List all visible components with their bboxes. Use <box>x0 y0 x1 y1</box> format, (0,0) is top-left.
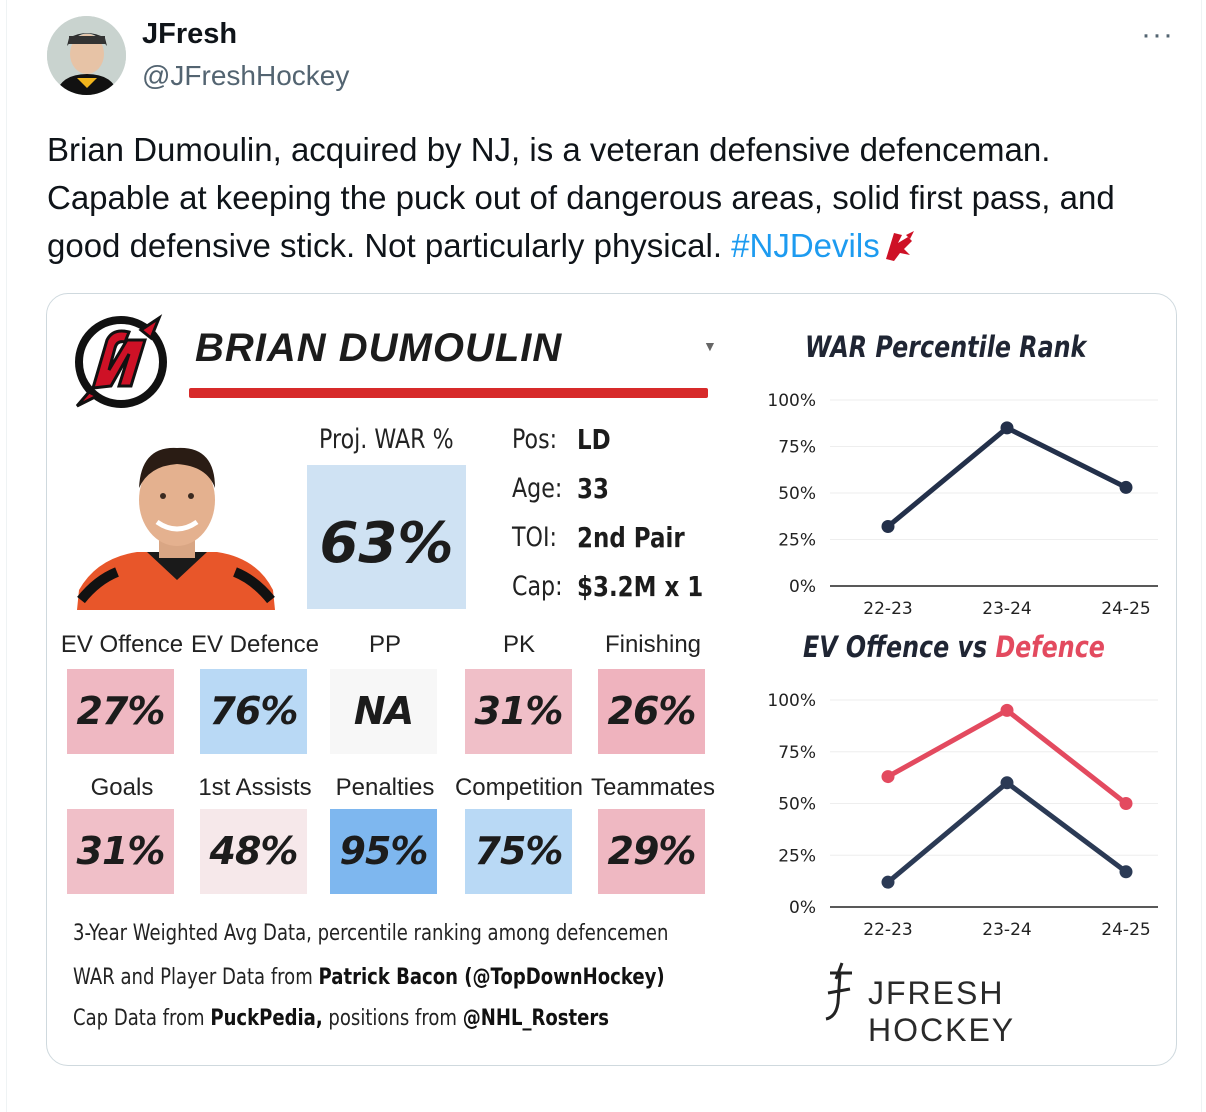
stat-box: 26% <box>598 669 705 754</box>
stat-box: 76% <box>200 669 307 754</box>
cap-value: $3.2M x 1 <box>577 570 704 603</box>
stat-box: 31% <box>465 669 572 754</box>
data-point <box>1000 776 1014 790</box>
x-tick-label: 24-25 <box>1101 599 1150 619</box>
toi-value: 2nd Pair <box>577 521 685 554</box>
series-line-0 <box>885 425 1129 529</box>
y-tick-label: 0% <box>789 577 816 597</box>
stat-box: 31% <box>67 809 174 894</box>
display-name[interactable]: JFresh <box>142 18 238 50</box>
series-line-0 <box>885 707 1129 806</box>
stat-label-penalties: Penalties <box>335 774 435 801</box>
jfresh-hockey-brand: JFRESH HOCKEY <box>820 959 1160 1048</box>
stat-label-ev-defence: EV Defence <box>190 631 320 658</box>
stat-value: NA <box>353 689 414 733</box>
stat-value: 95% <box>339 829 429 873</box>
stat-label-1st-assists: 1st Assists <box>198 774 312 801</box>
proj-war-label: Proj. WAR % <box>319 424 454 455</box>
data-point <box>1119 865 1133 879</box>
ev-offence-defence-chart: 0% 25% 50% 75% 100% 22-23 23-24 24-25 <box>767 691 1158 940</box>
tweet-text-line: good defensive stick. Not particularly p… <box>47 227 732 264</box>
stat-value: 26% <box>607 689 697 733</box>
y-tick-label: 0% <box>789 898 816 918</box>
player-photo <box>77 447 275 610</box>
stat-value: 27% <box>76 689 166 733</box>
avatar[interactable] <box>47 16 126 95</box>
x-tick-label: 24-25 <box>1101 920 1150 940</box>
x-tick-label: 23-24 <box>982 920 1031 940</box>
stat-box: NA <box>330 669 437 754</box>
pos-label: Pos: <box>512 424 558 455</box>
y-tick-label: 75% <box>778 743 816 763</box>
data-point <box>881 770 895 784</box>
chart-title-war: WAR Percentile Rank <box>805 330 1087 364</box>
y-tick-label: 50% <box>778 795 816 815</box>
war-percentile-chart: 0% 25% 50% 75% 100% 22-23 23-24 24-25 <box>767 391 1158 619</box>
cap-label: Cap: <box>512 571 563 602</box>
stat-box: 75% <box>465 809 572 894</box>
tweet-text-line: Capable at keeping the puck out of dange… <box>47 179 1115 216</box>
jfresh-logo-icon <box>825 962 852 1021</box>
stat-label-teammates: Teammates <box>590 774 716 801</box>
more-options-icon[interactable]: ··· <box>1141 18 1174 51</box>
data-point <box>1119 797 1133 810</box>
player-card-image[interactable]: BRIAN DUMOULIN ▼ Proj. WAR % 63% Pos: LD… <box>46 293 1177 1066</box>
y-tick-label: 75% <box>778 438 816 458</box>
devils-logo-icon <box>75 314 167 408</box>
stat-label-ev-offence: EV Offence <box>60 631 184 658</box>
y-tick-label: 25% <box>778 846 816 866</box>
y-tick-label: 100% <box>767 391 816 411</box>
data-point <box>1119 480 1133 494</box>
brand-text: JFRESH HOCKEY <box>868 975 1016 1048</box>
tweet-text: Brian Dumoulin, acquired by NJ, is a vet… <box>47 126 1187 270</box>
y-tick-label: 25% <box>778 531 816 551</box>
stat-value: 76% <box>209 689 299 733</box>
series-line-1 <box>885 780 1129 885</box>
stat-box: 48% <box>200 809 307 894</box>
age-label: Age: <box>512 473 563 504</box>
chart-title-ev: EV Offence vs Defence <box>803 630 1105 664</box>
data-point <box>1000 421 1014 435</box>
stat-label-pk: PK <box>502 631 535 658</box>
devils-emoji-icon <box>885 231 914 261</box>
proj-war-box: 63% <box>307 465 466 609</box>
tweet: JFresh @JFreshHockey ··· Brian Dumoulin,… <box>6 0 1202 1112</box>
stat-value: 31% <box>474 689 564 733</box>
x-tick-label: 23-24 <box>982 599 1031 619</box>
x-tick-label: 22-23 <box>863 920 912 940</box>
y-tick-label: 50% <box>778 484 816 504</box>
stat-value: 75% <box>474 829 564 873</box>
stat-box: 29% <box>598 809 705 894</box>
user-handle[interactable]: @JFreshHockey <box>142 60 350 91</box>
proj-war-value: 63% <box>319 511 454 576</box>
stat-value: 29% <box>607 829 697 873</box>
stat-box: 95% <box>330 809 437 894</box>
footnote-cap-source: Cap Data from PuckPedia, positions from … <box>73 1006 610 1031</box>
toi-label: TOI: <box>512 522 557 553</box>
data-point <box>881 875 895 889</box>
stat-label-competition: Competition <box>454 774 584 801</box>
data-point <box>1000 703 1014 717</box>
name-underline-bar <box>189 388 708 398</box>
tweet-text-line: Brian Dumoulin, acquired by NJ, is a vet… <box>47 131 1051 168</box>
data-point <box>881 519 895 533</box>
player-name: BRIAN DUMOULIN <box>195 326 563 370</box>
pos-value: LD <box>577 423 611 456</box>
stat-label-pp: PP <box>368 631 401 658</box>
stat-label-goals: Goals <box>90 774 154 801</box>
stat-value: 31% <box>76 829 166 873</box>
stat-value: 48% <box>209 829 299 873</box>
footnote-method: 3-Year Weighted Avg Data, percentile ran… <box>73 921 669 946</box>
age-value: 33 <box>577 472 609 505</box>
y-tick-label: 100% <box>767 691 816 711</box>
x-tick-label: 22-23 <box>863 599 912 619</box>
footnote-war-source: WAR and Player Data from Patrick Bacon (… <box>73 965 665 990</box>
stat-box: 27% <box>67 669 174 754</box>
stat-label-finishing: Finishing <box>604 631 702 658</box>
hashtag-link[interactable]: #NJDevils <box>731 227 880 264</box>
chevron-down-icon: ▼ <box>703 338 717 354</box>
